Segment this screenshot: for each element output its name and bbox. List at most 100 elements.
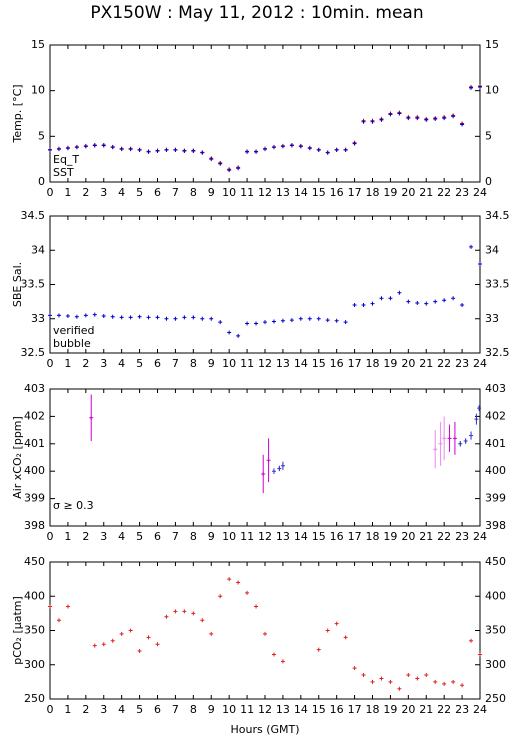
x-tick-label: 21: [419, 703, 433, 716]
data-point: [164, 148, 169, 153]
data-point: [173, 316, 178, 321]
x-tick-label: 16: [330, 530, 344, 543]
data-point: [128, 147, 133, 152]
y-axis-label: SBE Sal.: [11, 262, 24, 307]
data-point: [334, 318, 339, 323]
y-tick-label: 0: [485, 175, 492, 188]
x-tick-label: 24: [473, 357, 487, 370]
data-point: [370, 679, 375, 684]
x-tick-label: 1: [64, 530, 71, 543]
x-tick-label: 0: [47, 530, 54, 543]
data-point: [263, 147, 267, 152]
data-point: [307, 316, 312, 321]
data-point: [254, 604, 259, 609]
data-point: [280, 463, 285, 468]
y-tick-label: 401: [24, 437, 45, 450]
y-tick-label: 33: [485, 312, 499, 325]
y-tick-label: 300: [485, 658, 506, 671]
data-point: [191, 611, 196, 616]
chart-title: PX150W : May 11, 2012 : 10min. mean: [90, 3, 423, 23]
x-tick-label: 8: [190, 530, 197, 543]
data-point: [433, 299, 438, 304]
data-point: [379, 296, 384, 301]
data-point: [110, 314, 115, 319]
data-point: [452, 436, 457, 441]
y-tick-label: 5: [38, 129, 45, 142]
legend-entry: Eq_T: [53, 153, 79, 166]
data-point: [227, 168, 232, 173]
data-point: [128, 628, 133, 633]
x-tick-label: 17: [348, 703, 362, 716]
x-tick-label: 23: [455, 186, 469, 199]
data-point: [209, 157, 214, 162]
x-tick-label: 16: [330, 186, 344, 199]
annotation: σ ≥ 0.3: [53, 499, 94, 512]
data-point: [334, 621, 339, 626]
data-point: [433, 679, 438, 684]
data-point: [56, 618, 61, 623]
data-point: [469, 638, 474, 643]
x-axis-label: Hours (GMT): [230, 723, 299, 736]
y-tick-label: 34.5: [21, 209, 46, 222]
x-tick-label: 22: [437, 530, 451, 543]
x-tick-label: 15: [312, 703, 326, 716]
data-point: [218, 320, 223, 325]
data-point: [110, 638, 115, 643]
x-tick-label: 8: [190, 357, 197, 370]
y-tick-label: 400: [485, 464, 506, 477]
y-tick-label: 300: [24, 658, 45, 671]
data-point: [48, 148, 52, 153]
data-point: [406, 299, 411, 304]
legend-entry: SST: [53, 166, 74, 179]
data-point: [343, 148, 348, 153]
data-point: [271, 319, 276, 324]
data-point: [110, 145, 115, 150]
data-point: [146, 635, 151, 640]
x-tick-label: 0: [47, 186, 54, 199]
y-tick-label: 399: [24, 492, 45, 505]
plot-frame: [49, 44, 481, 183]
x-tick-label: 19: [383, 530, 397, 543]
y-tick-label: 10: [31, 84, 45, 97]
y-tick-label: 403: [485, 382, 506, 395]
y-tick-label: 350: [24, 624, 45, 637]
data-point: [218, 161, 223, 166]
x-tick-label: 10: [222, 357, 236, 370]
data-point: [254, 149, 259, 154]
plot-frame: [49, 215, 481, 354]
data-point: [236, 166, 241, 171]
y-tick-label: 34.5: [485, 209, 510, 222]
data-point: [334, 148, 339, 153]
data-point: [361, 119, 366, 124]
x-tick-label: 18: [366, 357, 380, 370]
x-tick-label: 5: [136, 530, 143, 543]
data-point: [245, 590, 250, 595]
y-tick-label: 400: [24, 589, 45, 602]
y-tick-label: 400: [24, 464, 45, 477]
data-point: [406, 116, 411, 121]
y-tick-label: 402: [485, 409, 506, 422]
data-point: [469, 85, 474, 90]
data-point: [173, 148, 178, 153]
data-point: [325, 150, 330, 155]
x-tick-label: 23: [455, 357, 469, 370]
x-tick-label: 22: [437, 357, 451, 370]
y-tick-label: 33.5: [485, 278, 510, 291]
x-tick-label: 23: [455, 703, 469, 716]
data-point: [361, 303, 366, 308]
data-point: [370, 301, 375, 306]
data-point: [397, 290, 402, 295]
x-tick-label: 12: [258, 186, 272, 199]
x-tick-label: 0: [47, 357, 54, 370]
y-tick-label: 402: [24, 409, 45, 422]
x-tick-label: 17: [348, 530, 362, 543]
x-tick-label: 12: [258, 703, 272, 716]
x-tick-label: 13: [276, 703, 290, 716]
data-point: [289, 318, 294, 323]
data-point: [266, 458, 271, 463]
data-point: [361, 673, 366, 678]
data-point: [245, 321, 250, 326]
x-tick-label: 21: [419, 186, 433, 199]
x-tick-label: 6: [154, 703, 161, 716]
data-point: [271, 469, 276, 474]
